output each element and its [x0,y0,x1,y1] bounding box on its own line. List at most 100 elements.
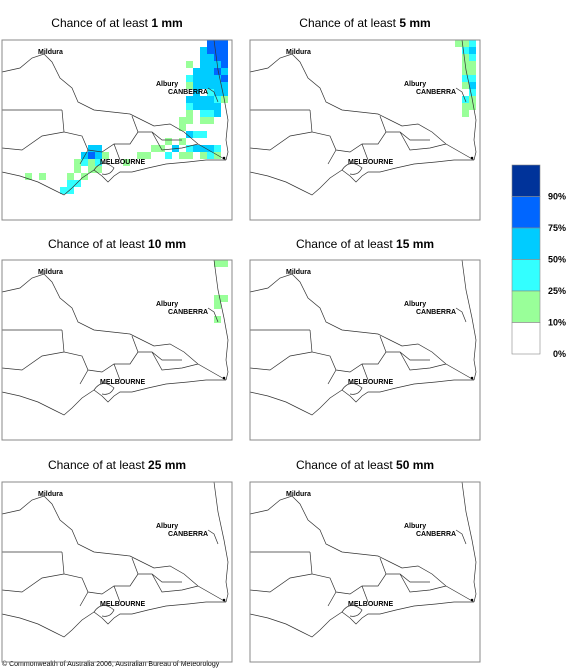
rain-cell [207,40,214,47]
panel-title: Chance of at least 15 mm [296,237,434,251]
rain-cell [74,166,81,173]
rain-cell [193,103,200,110]
rain-cell [186,75,193,82]
rain-cell [207,89,214,96]
rain-cell [462,82,469,89]
rain-cell [200,68,207,75]
rain-cell [200,61,207,68]
rain-cell [88,145,95,152]
copyright: © Commonwealth of Australia 2006, Austra… [2,660,220,668]
rain-cell [193,75,200,82]
city-label: MELBOURNE [348,379,393,386]
rain-cell [200,96,207,103]
rain-cell [221,295,228,302]
title-text: Chance of at least [299,16,399,30]
rain-cell [193,96,200,103]
city-label: MELBOURNE [100,379,145,386]
city-label: Mildura [38,49,63,56]
rain-cell [462,75,469,82]
legend-swatch [511,290,541,323]
rain-cell [165,152,172,159]
city-label: Albury [156,301,178,308]
rain-cell [469,40,476,47]
panel-title: Chance of at least 50 mm [296,458,434,472]
rain-cell [469,68,476,75]
panel-border [249,259,481,441]
rain-cell [455,40,462,47]
rain-cell [207,145,214,152]
rain-cell [214,302,221,309]
title-amount: 50 mm [396,458,434,472]
rain-cell [95,145,102,152]
rain-cell [186,145,193,152]
rain-cell [207,152,214,159]
city-label: Albury [156,81,178,88]
rain-cell [221,40,228,47]
rain-cell [186,82,193,89]
rain-cell [193,89,200,96]
rain-cell [200,131,207,138]
rain-cell [193,68,200,75]
rain-cell [207,110,214,117]
legend-label: 25% [548,286,566,296]
rain-cell [214,316,221,323]
rain-cell [469,75,476,82]
rain-cell [179,124,186,131]
rain-cell [74,159,81,166]
rain-cell [221,82,228,89]
rain-cell [200,82,207,89]
rain-cell [193,131,200,138]
legend-swatch [511,164,541,197]
panel-title: Chance of at least 25 mm [48,458,186,472]
rain-cell [67,187,74,194]
rain-cell [462,96,469,103]
rain-cell [469,82,476,89]
rain-cell [193,145,200,152]
city-label: Mildura [286,269,311,276]
rain-cell [469,103,476,110]
legend-label: 90% [548,192,566,202]
map-outline [1,39,229,196]
rain-cell [214,82,221,89]
rain-cell [214,75,221,82]
city-label: CANBERRA [168,309,208,316]
rain-cell [221,54,228,61]
rain-cell [200,110,207,117]
title-amount: 5 mm [399,16,430,30]
rain-cell [200,152,207,159]
title-amount: 10 mm [148,237,186,251]
rain-cell [25,173,32,180]
rain-cell [214,54,221,61]
city-label: MELBOURNE [348,601,393,608]
city-label: Albury [404,301,426,308]
title-amount: 25 mm [148,458,186,472]
rain-cell [95,152,102,159]
rain-cell [207,61,214,68]
legend-label: 0% [553,349,566,359]
rain-cell [39,173,46,180]
rain-cell [221,47,228,54]
rain-cell [469,54,476,61]
rain-cell [462,47,469,54]
rain-cell [214,110,221,117]
legend-swatch [511,259,541,292]
city-label: Mildura [286,49,311,56]
title-text: Chance of at least [51,16,151,30]
rain-cell [186,152,193,159]
rain-cell [221,61,228,68]
rain-cell [179,138,186,145]
rain-cell [81,159,88,166]
rain-cell [95,166,102,173]
city-label: Mildura [38,269,63,276]
rain-cell [137,152,144,159]
rain-cell [200,145,207,152]
rain-cell [88,152,95,159]
legend-swatch [511,196,541,229]
map-outline [249,39,477,196]
panel-border [1,39,233,221]
rain-cell [469,47,476,54]
